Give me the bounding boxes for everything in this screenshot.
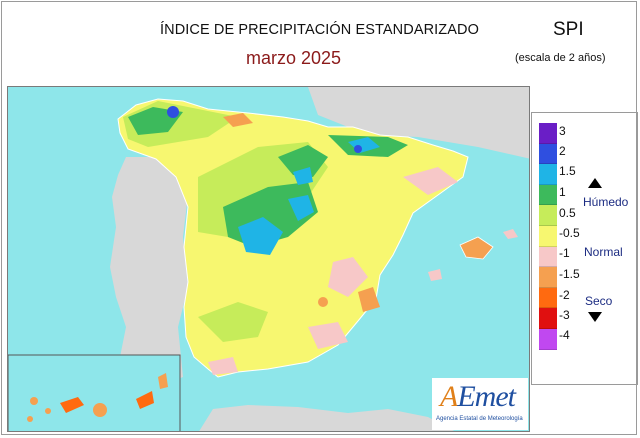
map-panel [7, 86, 530, 432]
spain-mainland [117, 98, 469, 378]
spi-zone-segovia-blue [288, 195, 314, 221]
el-hierro-island [27, 416, 33, 422]
tick-minus-1-5: -1.5 [559, 267, 580, 281]
spi-zone-murcia-orange [318, 297, 328, 307]
spi-zone-cantabria-orange [223, 113, 253, 127]
portugal-area [110, 157, 188, 387]
spi-zone-valencia-pink [328, 257, 368, 297]
la-palma-island [30, 397, 38, 405]
canary-inset [8, 354, 181, 431]
spi-zone-navarra-darkblue [354, 145, 362, 153]
normal-label: Normal [584, 245, 623, 259]
spi-zone-coruna-darkblue [167, 106, 179, 118]
map-period: marzo 2025 [246, 48, 342, 68]
legend-box [531, 112, 638, 385]
la-gomera-island [45, 408, 51, 414]
map-title: ÍNDICE DE PRECIPITACIÓN ESTANDARIZADO [160, 22, 479, 38]
spi-zone-burgos-green [278, 145, 328, 177]
color-swatch [539, 225, 557, 247]
dry-label: Seco [585, 294, 613, 308]
spi-zone-alicante-orange [358, 287, 380, 312]
gran-canaria-island [93, 403, 107, 417]
tick-1-5: 1.5 [559, 164, 576, 178]
tick-minus-2: -2 [559, 288, 570, 302]
aemet-logo: AEmet Agencia Estatal de Meteorología [432, 378, 528, 430]
logo-tagline: Agencia Estatal de Meteorología [436, 416, 523, 422]
color-swatch [539, 205, 557, 226]
menorca-island [503, 229, 518, 239]
color-swatch [539, 143, 557, 165]
tick-minus-0-5: -0.5 [559, 226, 580, 240]
wet-arrow-icon [588, 178, 602, 188]
wet-label: Húmedo [583, 195, 629, 209]
spi-zone-soria-blue [293, 167, 313, 185]
spi-zone-cataluna-pink [403, 167, 458, 195]
france-area [308, 87, 529, 159]
color-swatch [539, 246, 557, 268]
color-swatch [539, 164, 557, 185]
color-swatch [539, 308, 557, 329]
color-swatch [539, 123, 557, 144]
africa-area [199, 405, 455, 431]
tick-2: 2 [559, 144, 566, 158]
tick-1: 1 [559, 185, 566, 199]
color-swatch [539, 287, 557, 309]
spi-zone-south-light [198, 302, 268, 342]
index-name: SPI [553, 19, 584, 40]
tick-3: 3 [559, 124, 566, 138]
mallorca-island [459, 236, 494, 260]
spi-zone-madrid-blue [238, 217, 283, 255]
color-swatch [539, 267, 557, 288]
dry-arrow-icon [588, 312, 602, 322]
color-swatch [539, 184, 557, 206]
spi-zone-almeria-pink [308, 322, 348, 349]
fuerteventura-island [136, 391, 154, 409]
tick-0-5: 0.5 [559, 206, 576, 220]
lanzarote-island [158, 373, 168, 389]
color-swatch [539, 328, 557, 350]
tick-minus-4: -4 [559, 328, 570, 342]
tick-minus-3: -3 [559, 308, 570, 322]
logo-wordmark: AEmet [440, 380, 516, 413]
ibiza-island [428, 269, 442, 281]
color-scale [539, 123, 557, 350]
spi-zone-cadiz-pink [208, 357, 238, 375]
spain-spi-map [8, 87, 529, 431]
tenerife-island [60, 397, 84, 413]
tick-minus-1: -1 [559, 246, 570, 260]
scale-note: (escala de 2 años) [515, 52, 606, 64]
